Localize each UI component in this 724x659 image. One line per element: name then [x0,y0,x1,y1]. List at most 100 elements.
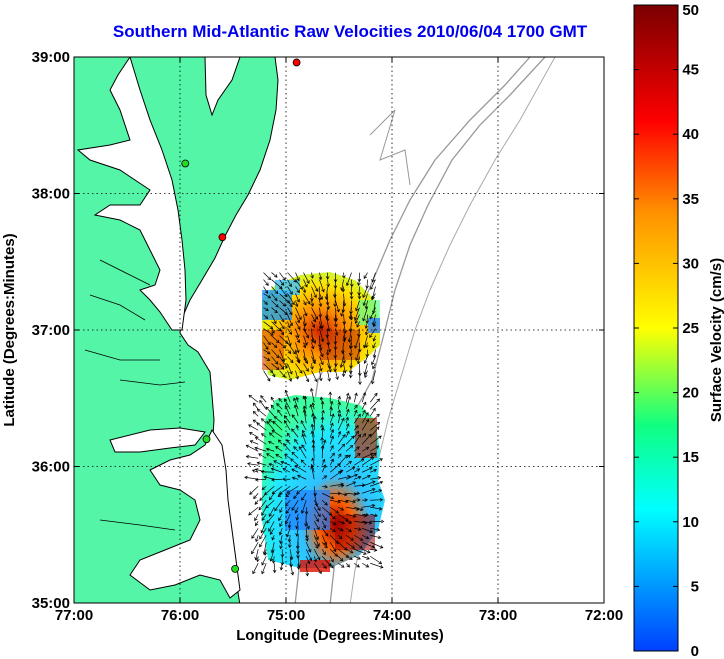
velocity-vector-head [252,570,256,575]
velocity-vector [345,541,355,549]
velocity-vector-head [294,465,299,469]
velocity-vector-head [345,416,349,421]
velocity-vector-head [330,564,334,569]
velocity-vector [253,402,259,410]
velocity-vector [257,462,267,466]
velocity-vector [365,300,368,309]
velocity-vector-head [337,430,342,435]
velocity-vector [295,465,307,473]
velocity-vector-head [365,535,370,540]
velocity-vector-head [249,440,254,444]
velocity-vector-head [365,412,369,416]
velocity-vector [349,307,352,319]
velocity-vector [319,328,324,342]
velocity-vector [311,272,314,279]
velocity-vector [312,458,315,466]
velocity-vector [263,293,271,299]
colorbar-tick-label: 20 [682,385,699,402]
velocity-vector [266,514,275,524]
velocity-vector-head [307,549,312,553]
velocity-vector-head [349,444,354,449]
velocity-vector-head [248,512,252,516]
velocity-vector [327,300,329,310]
velocity-vector-head [295,424,300,429]
velocity-vector [358,279,360,286]
velocity-vector-head [354,345,358,349]
velocity-vector [255,549,259,560]
velocity-vector-head [366,549,371,554]
colorbar [633,4,679,652]
velocity-vector [311,300,314,307]
velocity-vector-head [310,345,315,350]
velocity-vector [258,500,267,511]
velocity-vector [354,527,361,530]
velocity-vector-head [349,345,353,350]
velocity-vector [287,314,293,326]
velocity-vector-head [284,311,288,315]
velocity-vector-head [349,296,354,300]
velocity-vector-head [380,519,385,524]
velocity-vector-head [362,294,366,298]
velocity-vector-head [322,551,326,556]
velocity-vector-head [351,466,356,471]
velocity-vector-head [315,545,319,549]
velocity-vector-head [265,282,269,286]
velocity-vector-head [359,545,363,549]
velocity-vector [271,321,282,332]
velocity-vector-head [364,305,369,310]
velocity-vector-head [304,360,308,364]
velocity-vector [373,335,376,342]
velocity-vector [354,468,360,473]
velocity-vector [330,520,336,525]
velocity-vector [354,458,365,466]
velocity-vector-head [337,409,341,414]
velocity-vector-head [376,398,381,403]
velocity-vector [329,407,332,417]
velocity-vector [279,335,288,344]
velocity-vector-head [284,454,288,458]
velocity-vector-head [275,454,279,458]
velocity-vector [305,563,308,576]
velocity-vector-head [276,403,280,407]
velocity-vector [263,328,274,336]
velocity-vector [311,356,316,364]
velocity-vector [287,307,293,315]
velocity-vector-head [264,301,268,305]
velocity-vector [279,485,291,495]
velocity-vector-head [341,521,346,525]
velocity-vector-head [362,317,366,322]
velocity-vector-head [267,440,272,445]
velocity-vector [354,548,367,555]
velocity-vector-head [265,447,270,452]
velocity-vector [255,436,267,445]
velocity-vector-head [310,430,315,435]
velocity-vector-head [293,404,298,408]
velocity-vector [329,542,337,552]
velocity-vector [257,556,259,562]
velocity-vector-head [379,565,384,569]
velocity-vector-head [309,404,313,408]
velocity-vector-head [258,453,262,457]
velocity-vector-head [283,415,288,419]
velocity-vector [321,410,324,417]
velocity-field-south [262,395,385,572]
velocity-vector [345,423,349,431]
velocity-vector [279,521,283,527]
velocity-vector [321,401,324,410]
velocity-vector-head [365,344,369,349]
velocity-vector-head [359,507,364,511]
velocity-vector-head [359,537,364,541]
velocity-vector-head [285,510,290,514]
velocity-vector [343,314,345,325]
velocity-vector-head [330,558,334,563]
velocity-vector-head [299,370,303,374]
velocity-vector [271,314,277,324]
velocity-vector [335,300,340,313]
velocity-vector [287,328,292,335]
velocity-vector-head [370,456,375,461]
velocity-vector-head [319,296,323,300]
velocity-vector-head [269,558,274,562]
velocity-vector-head [346,430,350,435]
velocity-vector [259,535,267,548]
velocity-vector-head [330,445,334,449]
